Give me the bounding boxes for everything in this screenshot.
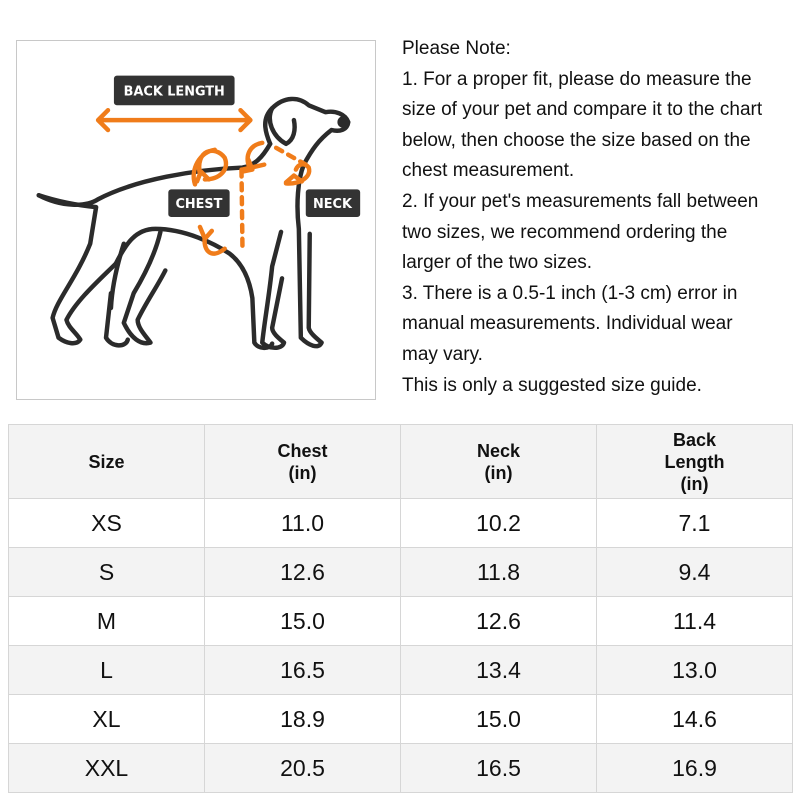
size-notes: Please Note: 1. For a proper fit, please … [402, 34, 794, 401]
column-header: Size [8, 424, 205, 499]
table-cell: 15.0 [204, 596, 401, 646]
table-cell: 12.6 [204, 547, 401, 597]
back-length-arrow-icon [95, 108, 253, 133]
table-cell: S [8, 547, 205, 597]
table-cell: 12.6 [400, 596, 597, 646]
column-header-line: Chest [277, 440, 328, 461]
table-cell: M [8, 596, 205, 646]
svg-text:BACK LENGTH: BACK LENGTH [124, 84, 225, 99]
table-cell: 11.4 [596, 596, 793, 646]
table-cell: 18.9 [204, 694, 401, 744]
svg-text:CHEST: CHEST [175, 197, 222, 212]
column-header: Neck (in) [400, 424, 597, 499]
table-row: XL 18.9 15.0 14.6 [8, 694, 793, 744]
table-cell: 7.1 [596, 498, 793, 548]
table-row: XXL 20.5 16.5 16.9 [8, 743, 793, 793]
table-row: XS 11.0 10.2 7.1 [8, 498, 793, 548]
table-cell: XXL [8, 743, 205, 793]
column-header-line: Length [664, 451, 725, 472]
table-cell: 13.4 [400, 645, 597, 695]
table-cell: L [8, 645, 205, 695]
note-line: This is only a suggested size guide. [402, 374, 702, 396]
column-header-line: (in) [484, 462, 513, 483]
column-header-line: Size [88, 451, 125, 472]
note-line: 3. There is a 0.5-1 inch (1-3 cm) error … [402, 282, 738, 304]
table-cell: 9.4 [596, 547, 793, 597]
note-line: larger of the two sizes. [402, 252, 593, 274]
back-length-label: BACK LENGTH [113, 75, 235, 106]
note-line: below, then choose the size based on the [402, 129, 751, 151]
table-row: L 16.5 13.4 13.0 [8, 645, 793, 695]
column-header-line: Back [672, 429, 717, 450]
column-header-line: Neck [476, 440, 521, 461]
table-row: S 12.6 11.8 9.4 [8, 547, 793, 597]
note-line: two sizes, we recommend ordering the [402, 221, 728, 243]
table-row: M 15.0 12.6 11.4 [8, 596, 793, 646]
note-line: manual measurements. Individual wear [402, 313, 733, 335]
column-header: Chest (in) [204, 424, 401, 499]
note-line: may vary. [402, 343, 483, 365]
dog-measurement-diagram: BACK LENGTH CHEST NECK [16, 40, 376, 400]
table-cell: 20.5 [204, 743, 401, 793]
table-cell: 16.5 [204, 645, 401, 695]
table-cell: XL [8, 694, 205, 744]
table-cell: 11.8 [400, 547, 597, 597]
table-cell: 16.9 [596, 743, 793, 793]
column-header-line: (in) [680, 473, 709, 494]
note-line: 2. If your pet's measurements fall betwe… [402, 190, 759, 212]
table-cell: 16.5 [400, 743, 597, 793]
table-cell: XS [8, 498, 205, 548]
neck-label: NECK [305, 189, 361, 218]
column-header: Back Length (in) [596, 424, 793, 499]
dog-nose-icon [337, 116, 350, 129]
note-line: size of your pet and compare it to the c… [402, 99, 763, 121]
table-cell: 14.6 [596, 694, 793, 744]
note-line: chest measurement. [402, 160, 575, 182]
table-cell: 13.0 [596, 645, 793, 695]
column-header-line: (in) [288, 462, 317, 483]
size-chart-table: Size Chest (in) Neck (in) Back Length (in) XS 11… [8, 424, 793, 793]
dog-outline-icon: BACK LENGTH CHEST NECK [36, 75, 361, 351]
table-cell: 10.2 [400, 498, 597, 548]
chest-label: CHEST [168, 189, 230, 218]
table-cell: 11.0 [204, 498, 401, 548]
svg-text:NECK: NECK [313, 197, 353, 212]
notes-title: Please Note: [402, 38, 511, 59]
table-cell: 15.0 [400, 694, 597, 744]
table-header-row: Size Chest (in) Neck (in) Back Length (in) [8, 424, 793, 499]
note-line: 1. For a proper fit, please do measure t… [402, 68, 752, 90]
